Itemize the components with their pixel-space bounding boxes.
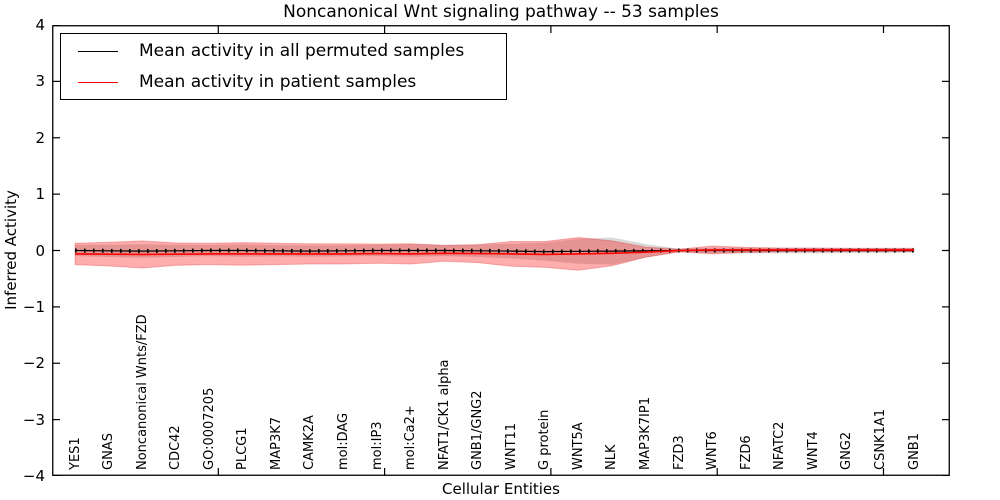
legend-label: Mean activity in patient samples	[139, 72, 417, 92]
x-category-label: mol:DAG	[335, 412, 351, 470]
x-category-label: NFAT1/CK1 alpha	[436, 359, 452, 470]
y-tick-label: 0	[35, 241, 45, 260]
chart-title: Noncanonical Wnt signaling pathway -- 53…	[283, 2, 719, 22]
x-category-label: G protein	[537, 409, 553, 470]
y-tick-label: 3	[35, 72, 45, 91]
x-category-label: Noncanonical Wnts/FZD	[134, 314, 150, 470]
x-category-label: PLCG1	[235, 427, 251, 470]
x-category-label: WNT6	[705, 431, 721, 470]
x-category-label: CSNK1A1	[872, 408, 888, 470]
black-line-sample	[78, 50, 118, 52]
x-category-label: NFATC2	[772, 421, 788, 470]
plot-svg	[52, 25, 950, 476]
x-category-label: CDC42	[168, 425, 184, 470]
x-category-label: GNB1	[906, 433, 922, 470]
x-category-label: NLK	[604, 444, 620, 471]
y-tick-label: −3	[22, 410, 45, 429]
x-category-label: FZD3	[671, 435, 687, 470]
x-category-label: WNT11	[503, 422, 519, 470]
x-category-label: mol:Ca2+	[403, 405, 419, 470]
x-category-label: MAP3K7	[268, 416, 284, 470]
x-axis-title: Cellular Entities	[442, 480, 560, 498]
x-category-label: FZD6	[738, 435, 754, 470]
y-tick-label: 4	[35, 16, 45, 34]
y-tick-label: −1	[22, 297, 45, 316]
x-category-label: WNT5A	[570, 422, 586, 470]
x-category-label: GO:0007205	[201, 387, 217, 470]
x-category-label: GNG2	[839, 431, 855, 470]
patient-mean-line	[74, 249, 914, 256]
y-tick-label: −4	[22, 467, 45, 485]
x-category-label: GNAS	[101, 433, 117, 470]
x-category-label: CAMK2A	[302, 415, 318, 470]
x-category-label: WNT4	[805, 431, 821, 470]
y-tick-label: 1	[35, 185, 45, 204]
x-category-label: GNB1/GNG2	[470, 390, 486, 470]
red-line-sample	[78, 81, 118, 83]
x-category-label: MAP3K7IP1	[638, 397, 654, 470]
legend: Mean activity in all permuted samples Me…	[60, 33, 507, 100]
x-category-label: YES1	[67, 437, 83, 470]
legend-item: Mean activity in patient samples	[61, 67, 506, 98]
x-category-label: mol:IP3	[369, 421, 385, 470]
y-tick-label: −2	[22, 354, 45, 373]
y-tick-label: 2	[35, 128, 45, 147]
legend-item: Mean activity in all permuted samples	[61, 36, 506, 67]
legend-label: Mean activity in all permuted samples	[139, 41, 465, 61]
plot-frame	[52, 25, 950, 476]
